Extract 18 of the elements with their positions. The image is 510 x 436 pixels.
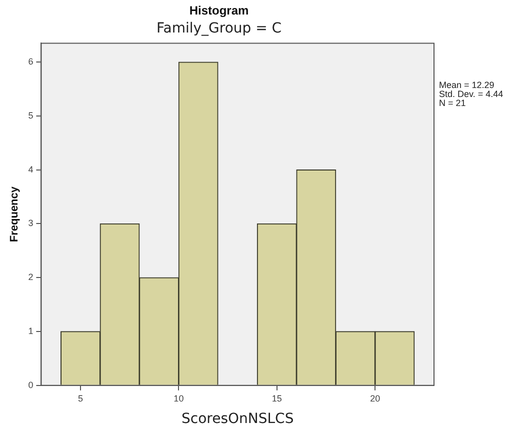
y-tick-label: 4 [28, 164, 34, 174]
x-tick-label: 10 [174, 393, 184, 404]
x-axis-title: ScoresOnNSLCS [181, 411, 294, 428]
y-tick-label: 1 [28, 326, 34, 336]
x-tick-label: 15 [272, 393, 282, 404]
y-tick-label: 5 [28, 110, 34, 120]
y-tick-label: 3 [28, 218, 34, 228]
text: N = 21 [439, 98, 466, 108]
chart-title: Histogram [189, 4, 249, 18]
chart-subtitle: Family_Group = C [156, 20, 282, 36]
y-axis-title: Frequency [8, 186, 21, 242]
y-tick-label: 2 [28, 272, 34, 282]
y-tick-label: 0 [28, 380, 34, 390]
text: Std. Dev. = 4.44 [439, 89, 504, 100]
x-tick-label: 20 [370, 393, 380, 404]
x-tick-label: 5 [78, 393, 83, 404]
text: Mean = 12.29 [439, 80, 494, 90]
y-tick-label: 6 [28, 56, 34, 67]
